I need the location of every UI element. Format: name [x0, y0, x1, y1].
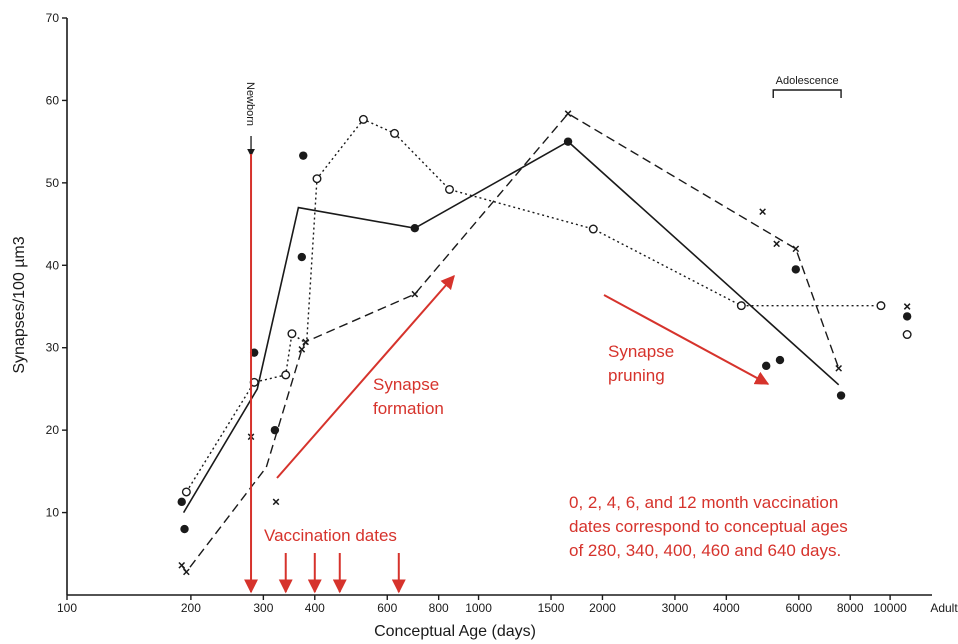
y-tick-label: 40 — [46, 258, 60, 272]
series-dotted-line — [185, 118, 881, 493]
vaccination-note-line: 0, 2, 4, 6, and 12 month vaccination — [569, 493, 838, 512]
data-point-filled — [902, 312, 912, 321]
data-point-cross — [792, 245, 800, 253]
x-tick-label: 200 — [181, 601, 201, 615]
chart-axes: 10 20 30 40 50 60 70 100 200 300 400 600 800 1000 1500… — [46, 11, 932, 615]
x-tick-label: 10000 — [873, 601, 907, 615]
y-tick-label: 30 — [46, 341, 60, 355]
synapse-formation-label: formation — [373, 399, 444, 418]
series-solid-line — [182, 140, 840, 514]
x-tick-label: 400 — [305, 601, 325, 615]
x-tick-label: 1500 — [538, 601, 565, 615]
data-point-open — [358, 114, 368, 124]
x-tick-label: 3000 — [662, 601, 689, 615]
x-tick-label: 800 — [429, 601, 449, 615]
newborn-label: Newborn — [244, 82, 256, 126]
data-point-open — [312, 174, 322, 184]
vaccination-dates-label: Vaccination dates — [264, 526, 397, 545]
data-point-filled — [775, 355, 785, 365]
x-tick-label: 100 — [57, 601, 77, 615]
y-tick-label: 50 — [46, 176, 60, 190]
x-tick-label: 600 — [377, 601, 397, 615]
x-tick-label: 8000 — [837, 601, 864, 615]
y-tick-label: 10 — [46, 506, 60, 520]
data-point-open — [281, 370, 291, 380]
data-point-filled — [563, 137, 573, 146]
x-tick-label: 1000 — [465, 601, 492, 615]
formation-arrow — [276, 274, 455, 479]
data-point-filled — [270, 425, 280, 435]
data-point-cross — [411, 290, 419, 298]
data-point-cross — [835, 364, 843, 372]
adolescence-label: Adolescence — [776, 75, 839, 87]
data-point-open — [445, 184, 455, 194]
data-point-open — [588, 224, 598, 234]
chart-annotations: Newborn Vaccination dates Synapse formation… — [244, 75, 848, 594]
data-point-cross — [298, 346, 306, 353]
y-tick-label: 20 — [46, 423, 60, 437]
synapse-formation-label: Synapse — [373, 375, 439, 394]
x-tick-label: 300 — [253, 601, 273, 615]
data-point-filled — [836, 391, 846, 400]
x-tick-label: 2000 — [589, 601, 616, 615]
data-point-open — [902, 330, 912, 340]
data-point-open — [390, 128, 400, 138]
x-axis-label: Conceptual Age (days) — [374, 623, 536, 640]
data-point-filled — [297, 252, 307, 262]
data-point-cross — [903, 303, 911, 310]
y-axis-label: Synapses/100 µm3 — [11, 236, 28, 373]
x-tick-label: 6000 — [785, 601, 812, 615]
vaccination-note-line: dates correspond to conceptual ages — [569, 517, 848, 536]
data-point-filled — [410, 223, 420, 233]
adolescence-bracket — [772, 89, 842, 98]
synapse-pruning-label: Synapse — [608, 342, 674, 361]
data-point-filled — [299, 151, 308, 160]
data-point-open — [181, 487, 191, 497]
x-axis-end-label: Adult — [930, 601, 958, 615]
data-point-cross — [773, 240, 780, 248]
data-point-cross — [759, 208, 766, 216]
y-tick-label: 60 — [46, 93, 60, 107]
y-tick-label: 70 — [46, 11, 60, 25]
x-tick-label: 4000 — [713, 601, 740, 615]
data-point-cross — [183, 568, 190, 576]
data-point-filled — [180, 524, 189, 534]
pruning-arrow — [603, 294, 770, 385]
synapse-pruning-label: pruning — [608, 366, 665, 385]
data-point-open — [736, 301, 746, 311]
data-point-open — [876, 301, 886, 311]
data-point-filled — [177, 497, 186, 507]
data-point-filled — [762, 361, 771, 371]
data-point-open — [287, 329, 297, 339]
data-point-cross — [302, 338, 309, 346]
data-point-cross — [564, 110, 572, 117]
vaccination-note-line: of 280, 340, 400, 460 and 640 days. — [569, 541, 841, 560]
data-point-filled — [791, 265, 801, 274]
data-point-cross — [272, 498, 280, 506]
chart-series — [177, 110, 912, 576]
data-point-cross — [178, 561, 186, 569]
data-point-filled — [249, 348, 259, 357]
